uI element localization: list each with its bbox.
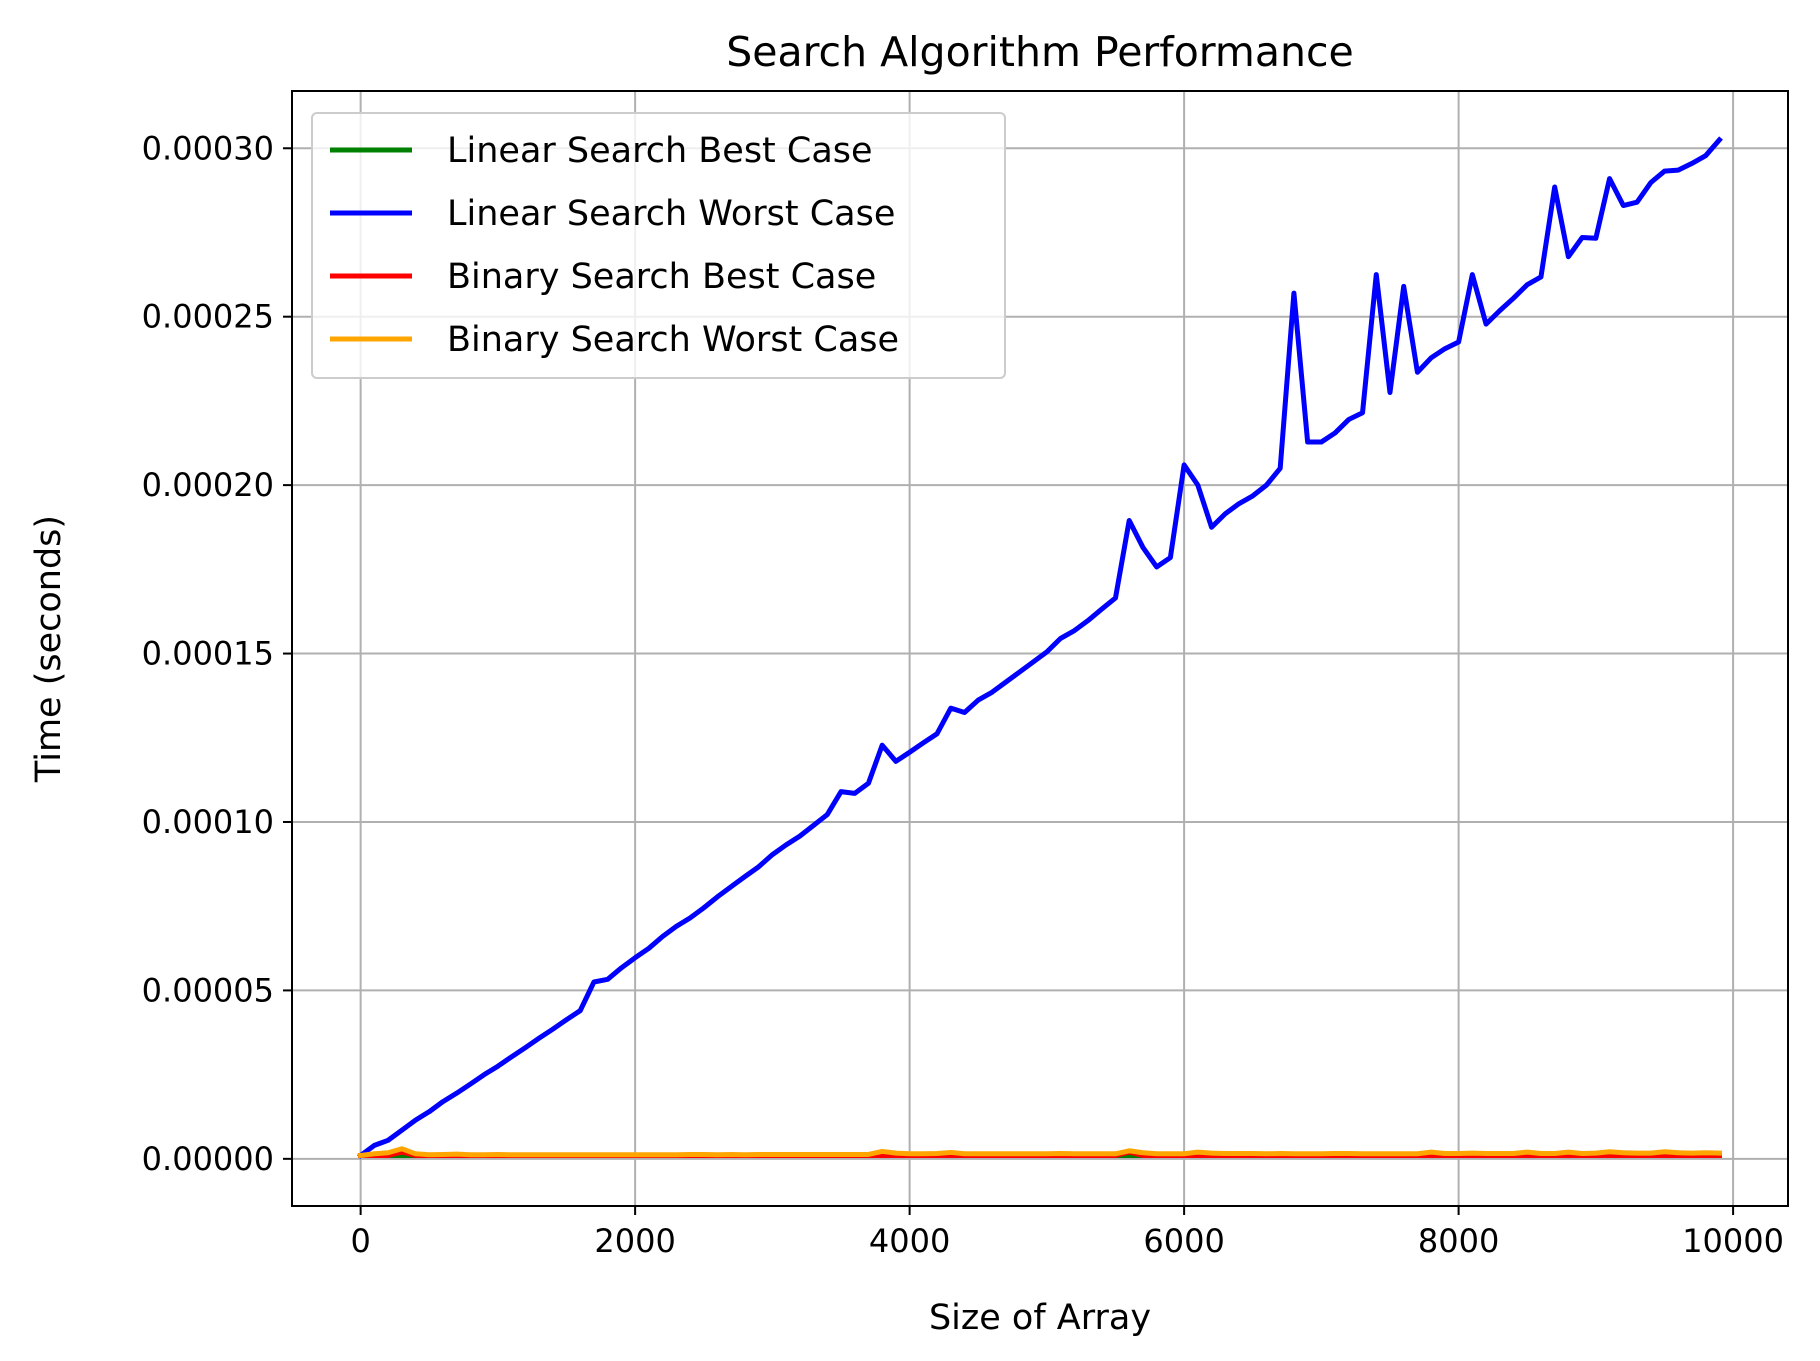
legend-box <box>311 112 1006 379</box>
y-tick-label: 0.00010 <box>142 803 274 841</box>
legend-label-linear-search-worst-case: Linear Search Worst Case <box>447 194 895 234</box>
x-tick-label: 8000 <box>1418 1222 1499 1260</box>
x-tick-label: 10000 <box>1682 1222 1784 1260</box>
plot-frame <box>291 90 1789 1207</box>
x-axis-title: Size of Array <box>929 1298 1151 1338</box>
y-tick-label: 0.00000 <box>142 1140 274 1178</box>
y-tick-label: 0.00015 <box>142 635 274 673</box>
y-tick-label: 0.00005 <box>142 971 274 1009</box>
legend-label-binary-search-worst-case: Binary Search Worst Case <box>447 320 899 360</box>
y-tick-label: 0.00025 <box>142 298 274 336</box>
chart-title: Search Algorithm Performance <box>726 28 1354 76</box>
x-tick-label: 4000 <box>869 1222 950 1260</box>
series-line-linear-search-worst-case <box>357 136 1723 1159</box>
series-line-binary-search-worst-case <box>357 1146 1722 1159</box>
y-axis-title: Time (seconds) <box>29 515 69 783</box>
y-tick-label: 0.00020 <box>142 466 274 504</box>
legend-label-linear-search-best-case: Linear Search Best Case <box>447 131 873 171</box>
x-tick-label: 6000 <box>1143 1222 1224 1260</box>
x-tick-label: 0 <box>350 1222 370 1260</box>
legend: Linear Search Best Case Linear Search Wor… <box>311 112 1006 379</box>
x-tick-label: 2000 <box>594 1222 675 1260</box>
legend-label-binary-search-best-case: Binary Search Best Case <box>447 257 876 297</box>
series-group <box>357 136 1723 1159</box>
axis-ticks: 0 2000 4000 6000 8000 10000 0.00000 0.00005 0.00… <box>142 129 1784 1260</box>
y-tick-label: 0.00030 <box>142 129 274 167</box>
